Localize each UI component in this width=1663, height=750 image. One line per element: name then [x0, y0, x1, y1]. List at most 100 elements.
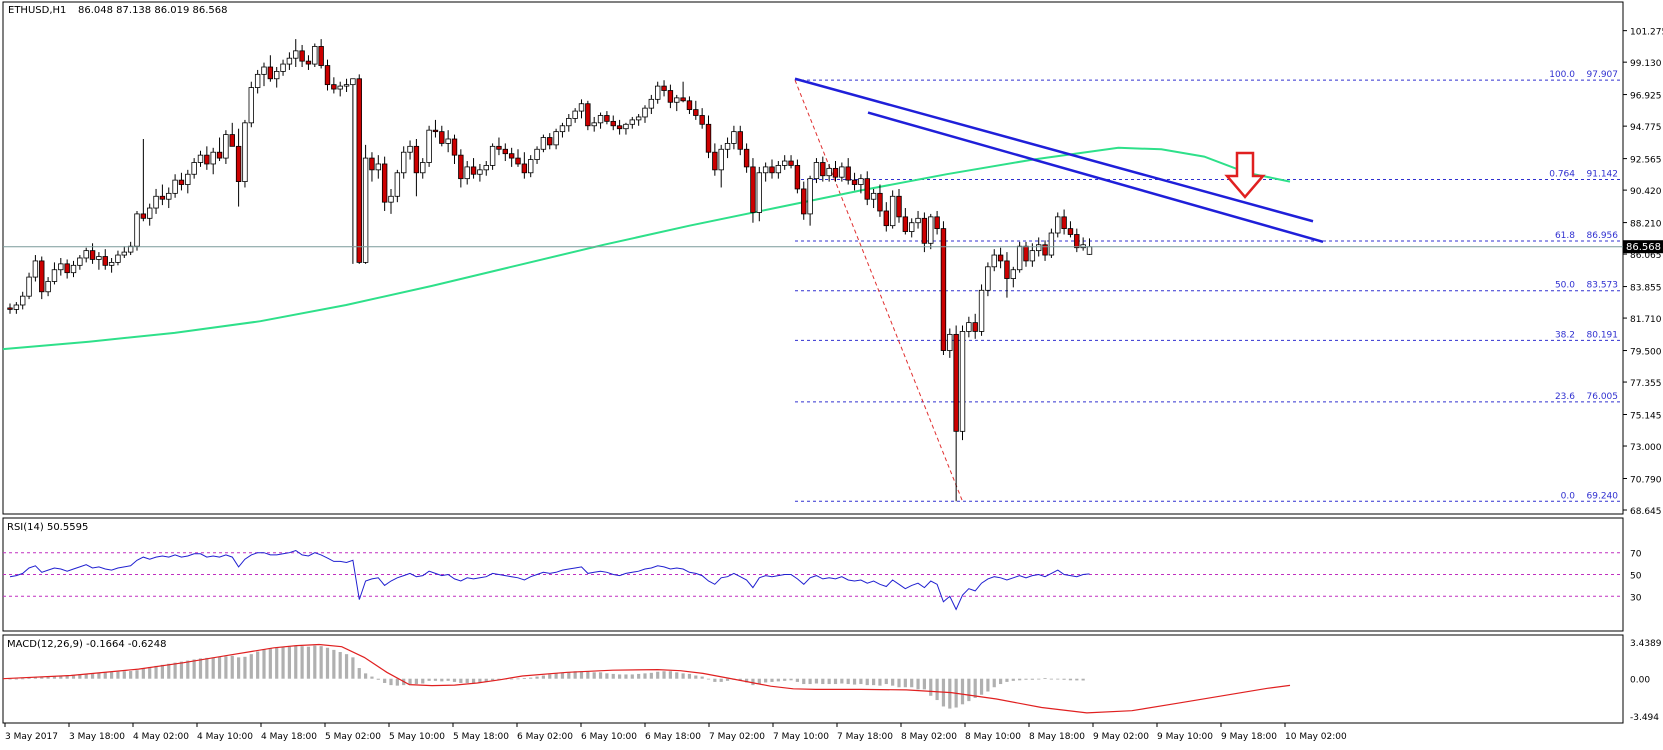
bearish-candle — [451, 134, 458, 164]
time-tick-label: 4 May 02:00 — [133, 732, 189, 742]
time-tick-label: 8 May 02:00 — [901, 732, 957, 742]
bearish-candle — [204, 146, 210, 170]
bullish-candle — [674, 94, 680, 112]
bullish-candle — [591, 116, 597, 132]
bearish-candle — [178, 172, 185, 191]
symbol-label: ETHUSD,H1 — [8, 5, 66, 16]
macd-histogram-bar — [52, 676, 57, 679]
time-tick-label: 8 May 10:00 — [965, 732, 1021, 742]
bullish-candle — [293, 39, 299, 68]
candle-body — [775, 165, 782, 174]
bearish-candle — [616, 119, 623, 135]
macd-histogram-bar — [306, 646, 311, 679]
bullish-candle — [83, 247, 89, 263]
macd-histogram-bar — [598, 672, 603, 679]
candle-body — [185, 173, 191, 185]
candle-body — [508, 153, 515, 159]
macd-histogram-bar — [846, 678, 850, 685]
bullish-candle — [762, 162, 769, 182]
bearish-candle — [369, 152, 375, 182]
bearish-candle — [585, 100, 591, 131]
time-tick-label: 10 May 02:00 — [1285, 732, 1347, 742]
time-tick-label: 4 May 10:00 — [197, 732, 253, 742]
candle-body — [731, 131, 737, 144]
macd-histogram-bar — [414, 678, 418, 685]
bearish-candle — [1074, 228, 1080, 253]
candle-body — [261, 66, 267, 75]
candle-body — [642, 107, 648, 118]
bullish-candle — [58, 257, 64, 276]
candle-body — [947, 333, 953, 351]
bullish-candle — [115, 250, 121, 266]
macd-histogram-bar — [421, 678, 425, 684]
candle-body — [293, 50, 299, 59]
candle-body — [540, 137, 547, 150]
macd-histogram-bar — [78, 674, 82, 679]
candle-body — [826, 167, 832, 177]
bearish-candle — [953, 325, 959, 502]
bullish-candle — [19, 291, 26, 310]
candle-body — [1036, 244, 1042, 252]
bullish-candle — [858, 174, 864, 194]
macd-histogram-bar — [167, 663, 171, 679]
fib-level-value: 83.573 — [1587, 281, 1619, 291]
macd-histogram-bar — [427, 678, 431, 681]
candle-body — [972, 322, 978, 332]
bullish-candle — [813, 158, 820, 184]
bullish-candle — [375, 155, 381, 179]
candle-body — [902, 216, 909, 232]
macd-histogram-bar — [160, 664, 164, 679]
macd-histogram-bar — [668, 671, 672, 679]
time-tick-label: 9 May 10:00 — [1157, 732, 1213, 742]
candle-body — [629, 119, 635, 125]
macd-histogram-bar — [592, 672, 596, 679]
fib-level-label: 100.0 — [1549, 70, 1575, 80]
candle-body — [191, 162, 197, 175]
bearish-candle — [997, 247, 1004, 269]
bearish-candle — [604, 111, 610, 125]
time-tick-label: 7 May 02:00 — [709, 732, 765, 742]
time-tick-label: 5 May 02:00 — [325, 732, 381, 742]
bullish-candle — [826, 163, 832, 182]
macd-histogram-bar — [357, 668, 361, 679]
time-tick-label: 9 May 18:00 — [1221, 732, 1277, 742]
candle-body — [940, 228, 947, 351]
candle-body — [299, 50, 305, 62]
fib-level-value: 97.907 — [1587, 70, 1619, 80]
price-tick-label: 94.775 — [1630, 123, 1662, 133]
candle-body — [451, 138, 458, 156]
bullish-candle — [655, 81, 661, 104]
bearish-candle — [832, 161, 839, 182]
candle-body — [121, 251, 127, 256]
candle-body — [362, 157, 369, 263]
candle-body — [439, 131, 445, 144]
candle-body — [58, 263, 64, 271]
candle-body — [1074, 234, 1080, 249]
candle-body — [674, 97, 680, 103]
bullish-candle — [153, 188, 159, 214]
bullish-candle — [928, 213, 934, 250]
bearish-candle — [610, 115, 616, 131]
candle-body — [1004, 260, 1010, 279]
candle-body — [686, 100, 693, 111]
macd-histogram-bar — [33, 677, 37, 679]
candle-body — [921, 217, 928, 244]
candle-body — [77, 257, 83, 266]
bullish-candle — [477, 163, 483, 182]
candle-body — [909, 222, 915, 232]
macd-histogram-bar — [383, 678, 387, 683]
bullish-candle — [445, 130, 451, 153]
macd-histogram-bar — [313, 645, 317, 679]
bearish-candle — [743, 143, 750, 173]
candle-body — [623, 123, 629, 130]
bullish-candle — [146, 203, 153, 226]
macd-histogram-bar — [433, 678, 438, 681]
macd-histogram-bar — [681, 673, 685, 679]
macd-title: MACD(12,26,9) -0.1664 -0.6248 — [7, 639, 167, 650]
macd-histogram-bar — [789, 678, 793, 681]
macd-histogram-bar — [27, 678, 31, 679]
bearish-candle — [902, 208, 909, 235]
macd-histogram-bar — [230, 655, 234, 679]
candle-body — [204, 154, 210, 165]
bearish-candle — [64, 259, 70, 279]
